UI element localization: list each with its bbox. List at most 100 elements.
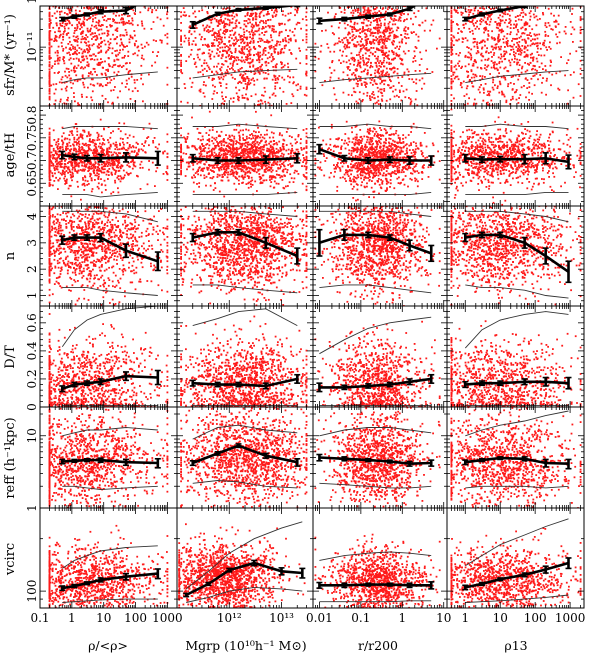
data-point: [398, 2, 400, 4]
data-point: [235, 86, 237, 89]
data-point: [68, 9, 71, 12]
data-point: [549, 47, 552, 50]
data-point: [400, 58, 402, 60]
data-point: [290, 39, 292, 42]
data-point: [264, 47, 266, 49]
data-point: [202, 44, 204, 46]
data-point: [375, 65, 378, 68]
data-point: [213, 32, 215, 35]
data-point: [238, 33, 240, 36]
data-point: [118, 14, 121, 17]
data-point: [101, 94, 104, 97]
data-point: [380, 46, 383, 49]
data-point: [222, 21, 225, 24]
data-point: [357, 11, 359, 14]
data-point: [227, 14, 229, 17]
data-point: [385, 51, 388, 54]
data-point: [486, 102, 488, 104]
data-point: [219, 82, 222, 85]
data-point: [359, 66, 362, 69]
data-point: [48, 90, 51, 93]
data-point: [512, 126, 514, 128]
data-point: [128, 88, 130, 91]
data-point: [74, 48, 77, 51]
data-point: [451, 49, 454, 51]
data-point: [271, 78, 274, 81]
data-point: [63, 102, 66, 105]
data-point: [54, 31, 56, 34]
data-point: [525, 96, 527, 99]
data-point: [358, 91, 361, 94]
data-point: [80, 93, 83, 96]
data-point: [238, 70, 240, 72]
data-point: [193, 30, 196, 33]
data-point: [450, 50, 453, 53]
data-point: [356, 54, 358, 56]
data-point: [363, 81, 366, 84]
data-point: [372, 38, 375, 41]
data-point: [259, 40, 262, 42]
data-point: [518, 49, 521, 51]
data-point: [515, 24, 518, 26]
data-point: [107, 68, 109, 71]
data-point: [505, 99, 508, 102]
data-point: [498, 62, 501, 65]
data-point: [396, 72, 399, 75]
data-point: [487, 104, 489, 106]
data-point: [372, 122, 374, 124]
data-point: [78, 21, 80, 24]
data-point: [471, 19, 474, 22]
data-point: [68, 51, 70, 54]
data-point: [73, 67, 75, 69]
scatter-points: [48, 1, 169, 118]
data-point: [241, 97, 244, 99]
data-point: [203, 27, 206, 30]
data-point: [467, 47, 470, 49]
data-point: [466, 70, 468, 73]
data-point: [478, 42, 481, 44]
data-point: [49, 1, 51, 3]
data-point: [100, 24, 103, 26]
data-point: [241, 56, 243, 59]
data-point: [123, 13, 126, 16]
data-point: [267, 19, 269, 22]
data-point: [50, 84, 52, 87]
data-point: [194, 10, 196, 13]
data-point: [521, 38, 524, 41]
data-point: [575, 50, 578, 53]
data-point: [517, 68, 520, 71]
data-point: [514, 74, 517, 77]
data-point: [349, 63, 352, 65]
data-point: [381, 94, 384, 97]
data-point: [246, 131, 248, 133]
data-point: [107, 46, 110, 49]
data-point: [369, 24, 372, 26]
data-point: [228, 36, 231, 39]
data-point: [382, 69, 385, 72]
data-point: [219, 69, 222, 72]
data-point: [53, 37, 56, 40]
data-point: [244, 15, 247, 18]
data-point: [493, 38, 496, 40]
data-point: [212, 28, 215, 30]
data-point: [180, 35, 182, 38]
data-point: [516, 58, 518, 61]
data-point: [225, 50, 228, 53]
data-point: [362, 54, 364, 57]
data-point: [48, 27, 51, 29]
data-point: [90, 116, 92, 118]
data-point: [525, 23, 528, 26]
data-point: [48, 65, 51, 67]
data-point: [193, 63, 196, 65]
data-point: [368, 10, 371, 13]
data-point: [406, 33, 409, 36]
data-point: [415, 78, 418, 81]
data-point: [159, 18, 162, 21]
data-point: [351, 94, 353, 97]
data-point: [273, 50, 276, 52]
data-point: [382, 29, 385, 32]
data-point: [215, 20, 218, 23]
data-point: [487, 52, 490, 54]
data-point: [79, 28, 81, 30]
data-point: [140, 64, 143, 67]
